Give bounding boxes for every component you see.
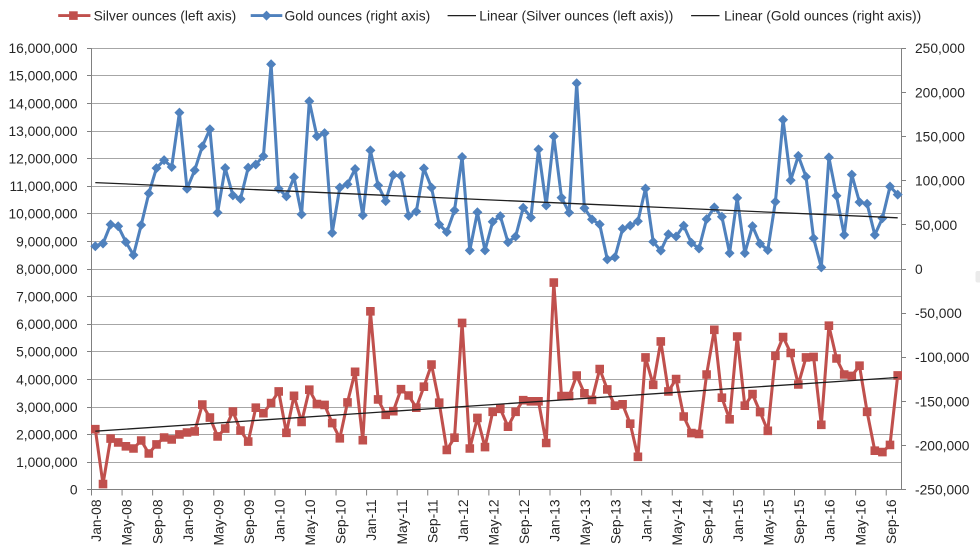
svg-text:Jan-14: Jan-14 (639, 499, 654, 542)
svg-text:May-08: May-08 (120, 499, 135, 545)
svg-text:-250,000: -250,000 (915, 483, 970, 498)
svg-text:Jan-12: Jan-12 (456, 500, 471, 542)
svg-text:-200,000: -200,000 (915, 439, 970, 454)
svg-text:Gold ounces (right axis): Gold ounces (right axis) (285, 8, 431, 23)
svg-text:3,000,000: 3,000,000 (16, 400, 78, 415)
svg-text:Sep-11: Sep-11 (425, 500, 440, 543)
svg-text:May-12: May-12 (487, 500, 502, 546)
svg-text:100,000: 100,000 (915, 174, 965, 189)
svg-text:8,000,000: 8,000,000 (16, 262, 78, 277)
svg-text:Sep-13: Sep-13 (609, 499, 624, 544)
svg-text:Jan-09: Jan-09 (181, 499, 196, 542)
svg-text:200,000: 200,000 (915, 85, 965, 100)
svg-text:-50,000: -50,000 (915, 306, 962, 321)
svg-text:250,000: 250,000 (915, 41, 965, 56)
svg-text:13,000,000: 13,000,000 (8, 124, 77, 139)
svg-text:14,000,000: 14,000,000 (8, 96, 77, 111)
svg-text:11,000,000: 11,000,000 (9, 179, 77, 194)
svg-text:2,000,000: 2,000,000 (16, 428, 78, 443)
svg-text:6,000,000: 6,000,000 (16, 317, 78, 332)
svg-text:15,000,000: 15,000,000 (8, 69, 77, 84)
svg-text:May-10: May-10 (303, 499, 318, 545)
svg-text:-150,000: -150,000 (915, 394, 970, 409)
svg-text:Silver ounces (left axis): Silver ounces (left axis) (94, 8, 237, 23)
svg-text:7,000,000: 7,000,000 (16, 290, 78, 305)
svg-text:Sep-16: Sep-16 (884, 499, 899, 544)
svg-text:Sep-15: Sep-15 (792, 499, 807, 544)
svg-text:9,000,000: 9,000,000 (16, 234, 78, 249)
svg-text:10,000,000: 10,000,000 (8, 207, 77, 222)
svg-text:May-15: May-15 (762, 499, 777, 545)
svg-text:1,000,000: 1,000,000 (16, 455, 78, 470)
svg-text:150,000: 150,000 (915, 130, 965, 145)
svg-text:Sep-08: Sep-08 (150, 499, 165, 544)
svg-text:Jan-10: Jan-10 (273, 499, 288, 542)
svg-text:Jan-13: Jan-13 (548, 499, 563, 542)
svg-text:May-14: May-14 (670, 499, 685, 545)
svg-text:50,000: 50,000 (915, 218, 958, 233)
svg-text:May-13: May-13 (578, 499, 593, 545)
svg-text:12,000,000: 12,000,000 (8, 152, 77, 167)
svg-text:May-16: May-16 (853, 499, 868, 545)
svg-text:Jan-15: Jan-15 (731, 499, 746, 542)
svg-text:0: 0 (915, 262, 923, 277)
svg-text:16,000,000: 16,000,000 (8, 41, 77, 56)
svg-text:4,000,000: 4,000,000 (16, 372, 78, 387)
svg-text:Jan-11: Jan-11 (364, 500, 379, 541)
svg-text:-100,000: -100,000 (915, 350, 970, 365)
svg-text:May-09: May-09 (211, 499, 226, 545)
svg-text:5,000,000: 5,000,000 (16, 345, 78, 360)
svg-text:Sep-12: Sep-12 (517, 500, 532, 545)
svg-text:Sep-14: Sep-14 (700, 499, 715, 544)
svg-text:Sep-10: Sep-10 (334, 499, 349, 544)
svg-text:May-11: May-11 (395, 500, 410, 545)
svg-text:Linear (Silver ounces (left ax: Linear (Silver ounces (left axis)) (479, 8, 673, 23)
svg-text:0: 0 (70, 483, 78, 498)
svg-text:Jan-16: Jan-16 (823, 499, 838, 542)
svg-text:Sep-09: Sep-09 (242, 499, 257, 544)
svg-text:Jan-08: Jan-08 (89, 499, 104, 542)
svg-text:Linear (Gold ounces (right axi: Linear (Gold ounces (right axis)) (724, 8, 921, 23)
